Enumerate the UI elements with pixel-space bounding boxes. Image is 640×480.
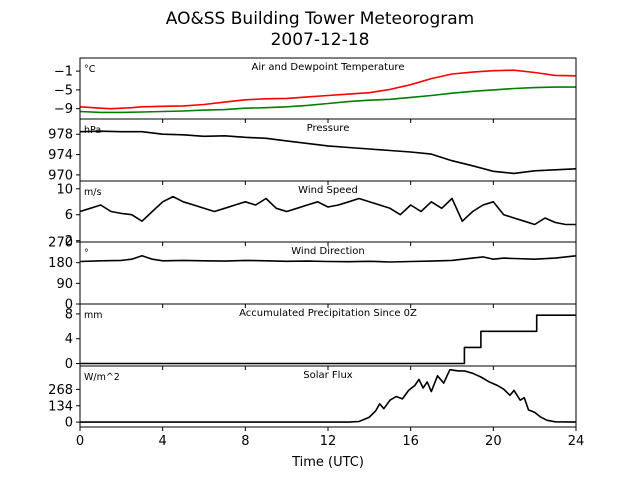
solar_flux-ytick-label: 268 — [48, 383, 73, 398]
xtick-label: 24 — [568, 434, 585, 449]
wind_direction-series-0-line — [79, 255, 577, 263]
precipitation-ytick-label: 8 — [65, 307, 73, 322]
wind_direction-unit-label: ° — [84, 248, 89, 259]
wind_speed-panel-title: Wind Speed — [298, 185, 358, 196]
pressure-ytick-label: 970 — [48, 168, 73, 183]
wind_speed-ytick-label: 10 — [56, 182, 73, 197]
precipitation-ytick-label: 0 — [65, 357, 73, 372]
precipitation-unit-label: mm — [84, 310, 103, 321]
temperature-ytick-label: −5 — [54, 83, 73, 98]
wind_direction-ytick-label: 180 — [48, 256, 73, 271]
temperature-series-0-line — [79, 69, 577, 110]
pressure-unit-label: hPa — [84, 125, 101, 136]
xtick-label: 16 — [402, 434, 419, 449]
wind_speed-unit-label: m/s — [84, 187, 101, 198]
solar_flux-unit-label: W/m^2 — [84, 372, 120, 383]
pressure-series-0-line — [79, 130, 577, 175]
temperature-unit-label: °C — [84, 64, 96, 75]
temperature-ytick-label: −1 — [54, 65, 73, 80]
solar_flux-panel-title: Solar Flux — [303, 370, 353, 381]
xtick-label: 4 — [159, 434, 167, 449]
pressure-ytick-label: 974 — [48, 148, 73, 163]
wind_direction-ytick-label: 270 — [48, 236, 73, 251]
precipitation-series-0-line — [80, 314, 576, 365]
wind_direction-panel-title: Wind Direction — [291, 246, 365, 257]
wind_speed-series-0-line — [79, 195, 576, 226]
solar_flux-ytick-label: 134 — [48, 399, 73, 414]
precipitation-ytick-label: 4 — [65, 332, 73, 347]
wind_speed-ytick-label: 6 — [65, 208, 73, 223]
temperature-ytick-label: −9 — [54, 102, 73, 117]
xtick-label: 8 — [241, 434, 249, 449]
figure-title-line2: 2007-12-18 — [271, 30, 370, 50]
wind_speed-ytick-label: 2 — [65, 234, 73, 249]
xtick-label: 20 — [485, 434, 502, 449]
wind_direction-ytick-label: 0 — [65, 298, 73, 313]
xtick-label: 12 — [320, 434, 337, 449]
solar_flux-series-0-line — [80, 368, 577, 423]
temperature-panel-title: Air and Dewpoint Temperature — [252, 62, 405, 73]
pressure-panel-title: Pressure — [307, 123, 350, 134]
temperature-series-1-line — [79, 86, 576, 114]
xtick-label: 0 — [76, 434, 84, 449]
solar_flux-ytick-label: 0 — [65, 416, 73, 431]
precipitation-panel-title: Accumulated Precipitation Since 0Z — [239, 308, 417, 319]
chart-panels: Air and Dewpoint Temperature °C −1 −5 −9 Pres… — [48, 57, 577, 431]
figure-title-line1: AO&SS Building Tower Meteorogram — [166, 9, 474, 29]
x-axis: 0 4 8 12 16 20 24 — [76, 434, 584, 449]
wind_direction-ytick-label: 90 — [56, 277, 73, 292]
x-axis-label: Time (UTC) — [291, 455, 364, 470]
pressure-ytick-label: 978 — [48, 128, 73, 143]
